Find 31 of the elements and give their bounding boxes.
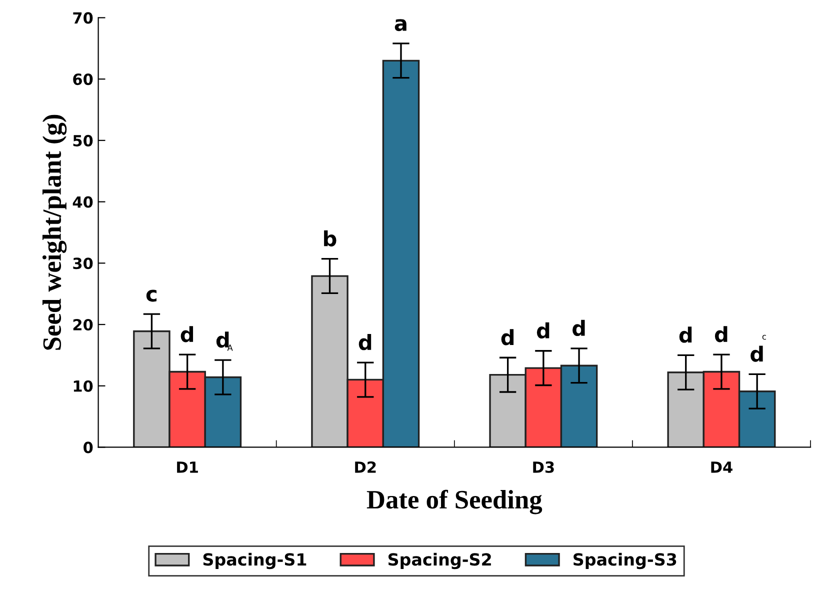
annotation: A	[227, 344, 233, 351]
data-label: d	[536, 322, 550, 339]
y-tick-label: 10	[74, 380, 93, 392]
data-label: d	[572, 320, 585, 336]
data-label: d	[216, 332, 229, 348]
x-tick-label: D1	[177, 462, 198, 473]
x-axis-title: Date of Seeding	[366, 490, 542, 514]
data-label: a	[394, 19, 406, 32]
y-tick-label: 20	[73, 318, 93, 331]
data-label: d	[714, 326, 728, 342]
y-tick-label: 0	[84, 442, 93, 454]
y-tick-label: 60	[73, 74, 93, 86]
x-tick-label: D2	[355, 461, 376, 473]
data-label: d	[750, 346, 763, 362]
legend-label: Spacing-S2	[388, 552, 491, 570]
data-label: d	[358, 334, 372, 350]
y-tick-label: 40	[72, 196, 93, 208]
y-tick-label: 70	[73, 12, 93, 24]
data-label: b	[324, 230, 336, 246]
data-label: d	[679, 326, 692, 343]
y-tick-label: 30	[73, 258, 93, 270]
data-label: c	[146, 290, 156, 302]
y-axis-title: Seed weight/plant (g)	[42, 114, 67, 350]
legend-label: Spacing-S3	[574, 552, 676, 570]
data-label: d	[501, 329, 514, 346]
y-tick-label: 50	[73, 134, 93, 146]
x-tick-label: D3	[533, 461, 554, 473]
x-tick-label: D4	[711, 462, 732, 473]
data-label: d	[180, 326, 194, 342]
legend-label: Spacing-S1	[203, 552, 306, 570]
annotation: c	[762, 334, 766, 340]
